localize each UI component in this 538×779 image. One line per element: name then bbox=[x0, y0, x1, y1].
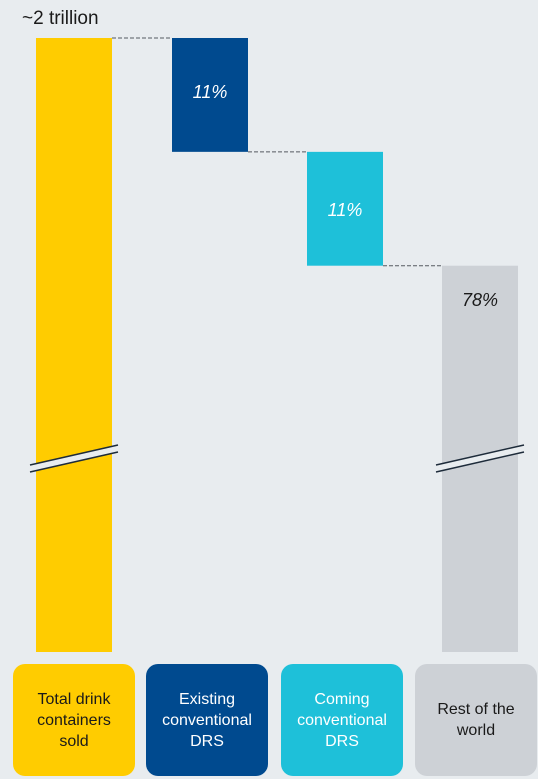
category-coming-drs-label-line: DRS bbox=[297, 731, 387, 752]
data-label-3: 11% bbox=[328, 200, 363, 220]
category-existing-drs-label-line: DRS bbox=[162, 731, 252, 752]
category-existing-drs-label-line: Existing bbox=[162, 689, 252, 710]
category-existing-drs-label-line: conventional bbox=[162, 710, 252, 731]
category-total-label-line: sold bbox=[37, 731, 111, 752]
bar-total bbox=[36, 38, 112, 652]
category-total-box: Total drink containers sold bbox=[13, 664, 135, 776]
category-rest-of-world-box: Rest of the world bbox=[415, 664, 537, 776]
category-total-label-line: containers bbox=[37, 710, 111, 731]
category-rest-of-world-label-line: Rest of the bbox=[437, 699, 514, 720]
category-existing-drs-box: Existing conventional DRS bbox=[146, 664, 268, 776]
data-label-4: 78% bbox=[462, 290, 498, 310]
category-rest-of-world-label-line: world bbox=[437, 720, 514, 741]
data-label-2: 11% bbox=[193, 82, 228, 102]
category-coming-drs-label-line: Coming bbox=[297, 689, 387, 710]
category-coming-drs-box: Coming conventional DRS bbox=[281, 664, 403, 776]
category-coming-drs-label-line: conventional bbox=[297, 710, 387, 731]
category-total-label-line: Total drink bbox=[37, 689, 111, 710]
